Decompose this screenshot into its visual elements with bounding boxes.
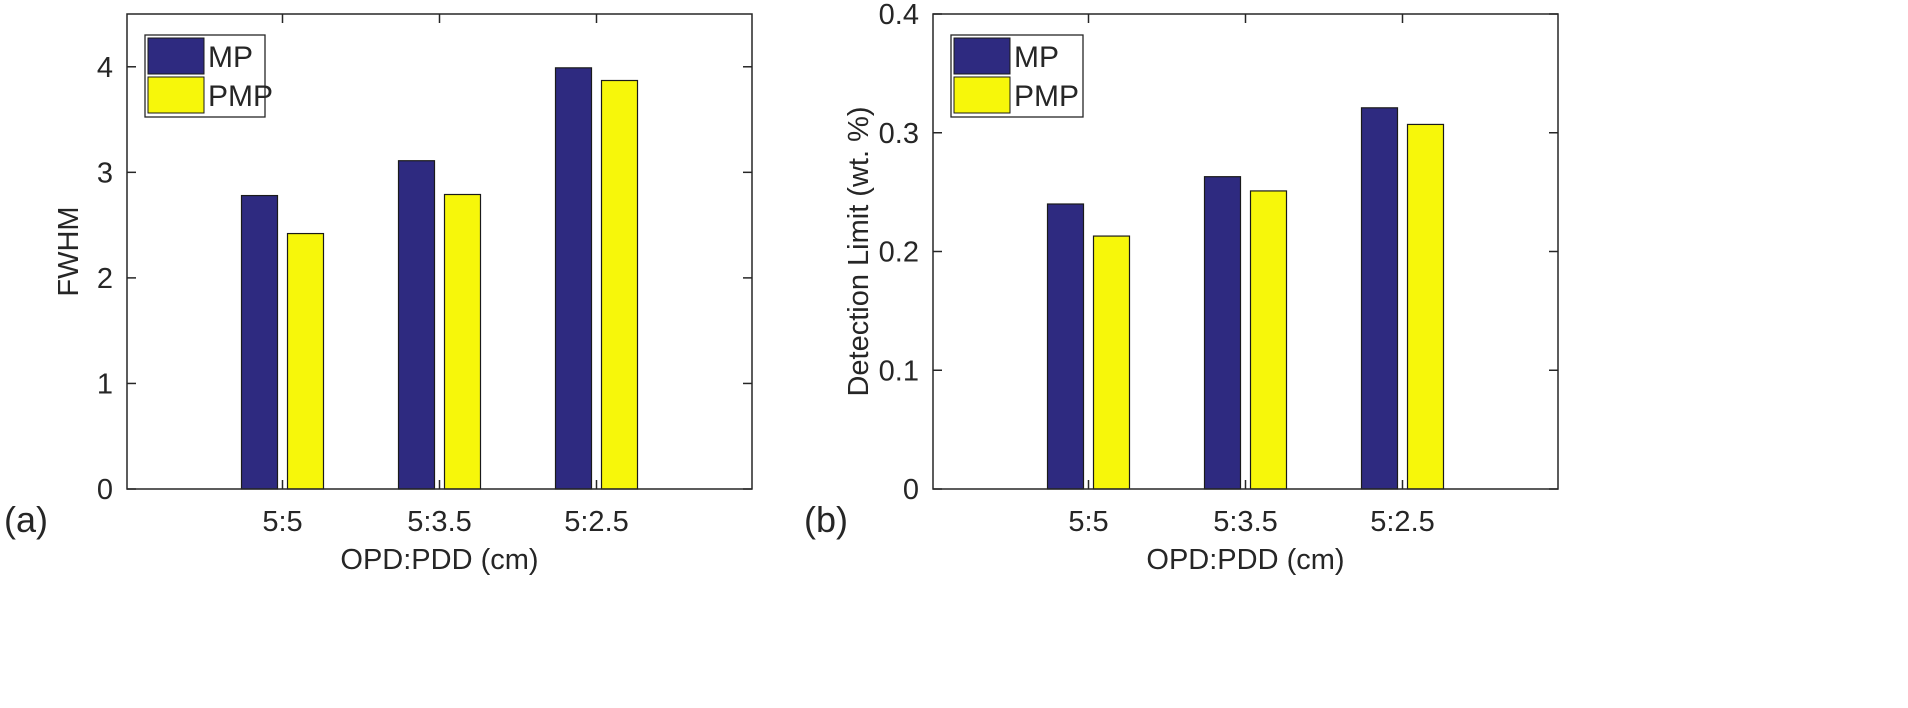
panel-label: (a) [4,499,48,540]
panel-b-detection-limit-chart: 0 0.1 0.2 0.3 0.4 5:5 5:3.5 5:2.5 OPD:PDD (cm) De… [804,0,1559,576]
x-tick-label: 5:5 [262,506,302,538]
legend-label-pmp: PMP [208,80,273,113]
x-tick-label: 5:2.5 [1370,506,1435,538]
bar-mp-5-3-5 [1203,176,1242,490]
bar-mp-5-3-5 [397,160,436,490]
y-tick-label: 0.3 [879,118,919,150]
y-tick-label: 4 [97,52,113,84]
legend-swatch-pmp [953,76,1011,114]
legend-label-pmp: PMP [1014,80,1079,113]
bar-mp-5-2-5 [1360,107,1399,490]
y-tick-label: 0.4 [879,0,919,31]
bar-pmp-5-5 [286,232,325,490]
y-tick-label: 0 [97,474,113,506]
x-tick-label: 5:5 [1068,506,1108,538]
legend-label-mp: MP [208,41,253,74]
y-tick-label: 1 [97,368,113,400]
y-tick-label: 0.1 [879,355,919,387]
legend-swatch-mp [147,37,205,75]
y-tick-label: 2 [97,263,113,295]
y-axis-label: FWHM [53,206,85,296]
bar-pmp-5-2-5 [1406,123,1445,490]
bar-pmp-5-3-5 [443,193,482,490]
y-tick-label: 0.2 [879,237,919,269]
x-axis-label: OPD:PDD (cm) [1146,544,1344,576]
x-tick-label: 5:2.5 [564,506,629,538]
y-tick-label: 0 [903,474,919,506]
bar-pmp-5-2-5 [600,79,639,490]
bar-pmp-5-3-5 [1249,190,1288,490]
panel-label: (b) [804,499,848,540]
legend-label-mp: MP [1014,41,1059,74]
panel-a-fwhm-chart: 0 1 2 3 4 5:5 5:3.5 5:2.5 OPD:PDD (cm) FWHM (a) MP P… [4,13,753,576]
legend-swatch-pmp [147,76,205,114]
bar-mp-5-2-5 [554,67,593,490]
x-tick-label: 5:3.5 [407,506,472,538]
x-tick-label: 5:3.5 [1213,506,1278,538]
y-axis-label: Detection Limit (wt. %) [843,106,875,396]
y-tick-label: 3 [97,157,113,189]
x-axis-label: OPD:PDD (cm) [340,544,538,576]
bar-mp-5-5 [1046,203,1085,490]
bar-pmp-5-5 [1092,235,1131,490]
bar-mp-5-5 [240,194,279,490]
legend-swatch-mp [953,37,1011,75]
